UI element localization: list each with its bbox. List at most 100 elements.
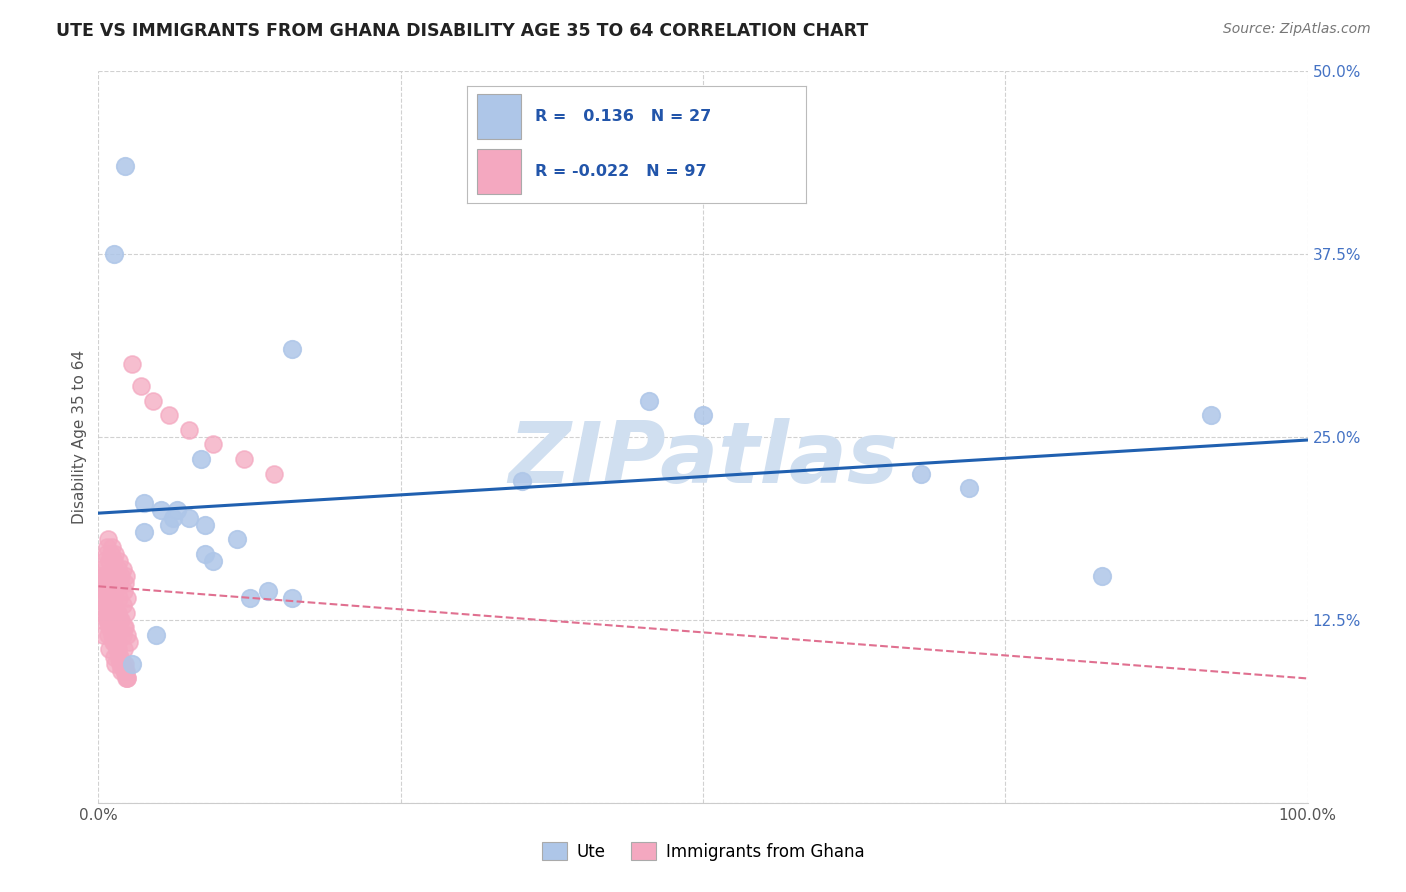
Point	[115, 606, 138, 620]
Point	[114, 620, 136, 634]
Point	[117, 672, 139, 686]
Point	[114, 664, 136, 678]
Point	[110, 657, 132, 671]
Point	[114, 576, 136, 591]
Point	[104, 547, 127, 561]
Point	[105, 620, 128, 634]
Point	[112, 583, 135, 598]
Point	[107, 606, 129, 620]
Point	[90, 606, 112, 620]
Point	[104, 583, 127, 598]
Point	[108, 576, 131, 591]
Point	[108, 554, 131, 568]
Point	[97, 569, 120, 583]
Text: Source: ZipAtlas.com: Source: ZipAtlas.com	[1223, 22, 1371, 37]
Point	[100, 606, 122, 620]
Point	[91, 583, 114, 598]
Point	[194, 547, 217, 561]
Point	[100, 540, 122, 554]
Point	[103, 599, 125, 613]
Point	[134, 496, 156, 510]
Point	[91, 562, 114, 576]
Point	[100, 620, 122, 634]
Point	[162, 510, 184, 524]
Point	[202, 437, 225, 451]
Point	[103, 247, 125, 261]
Point	[112, 664, 135, 678]
Point	[100, 627, 122, 641]
Point	[108, 649, 131, 664]
Point	[96, 613, 118, 627]
Point	[111, 657, 134, 671]
Point	[103, 635, 125, 649]
Point	[112, 642, 135, 657]
Point	[93, 583, 115, 598]
Point	[121, 657, 143, 671]
Point	[94, 547, 117, 561]
Point	[114, 657, 136, 671]
Y-axis label: Disability Age 35 to 64: Disability Age 35 to 64	[72, 350, 87, 524]
Legend: Ute, Immigrants from Ghana: Ute, Immigrants from Ghana	[536, 836, 870, 868]
Point	[101, 635, 124, 649]
Point	[114, 160, 136, 174]
Point	[157, 408, 180, 422]
Point	[101, 599, 124, 613]
Point	[94, 599, 117, 613]
Point	[129, 379, 152, 393]
Point	[96, 606, 118, 620]
Point	[100, 591, 122, 605]
Point	[115, 569, 138, 583]
Point	[142, 393, 165, 408]
Point	[112, 620, 135, 634]
Point	[115, 664, 138, 678]
Point	[104, 657, 127, 671]
Point	[281, 591, 304, 605]
Point	[226, 533, 249, 547]
Point	[91, 627, 114, 641]
Point	[190, 452, 212, 467]
Point	[117, 672, 139, 686]
Point	[111, 562, 134, 576]
Point	[145, 627, 167, 641]
Point	[194, 517, 217, 532]
Point	[117, 627, 139, 641]
Point	[108, 649, 131, 664]
Point	[150, 503, 173, 517]
Point	[179, 423, 201, 437]
Point	[104, 635, 127, 649]
Point	[91, 569, 114, 583]
Point	[232, 452, 254, 467]
Point	[91, 569, 114, 583]
Point	[107, 635, 129, 649]
Point	[110, 569, 132, 583]
Point	[957, 481, 980, 495]
Point	[510, 474, 533, 488]
Point	[281, 343, 304, 357]
Point	[179, 510, 201, 524]
Text: UTE VS IMMIGRANTS FROM GHANA DISABILITY AGE 35 TO 64 CORRELATION CHART: UTE VS IMMIGRANTS FROM GHANA DISABILITY …	[56, 22, 869, 40]
Point	[96, 540, 118, 554]
Point	[97, 533, 120, 547]
Point	[103, 649, 125, 664]
Point	[100, 576, 122, 591]
Point	[110, 664, 132, 678]
Point	[100, 547, 122, 561]
Point	[910, 467, 932, 481]
Point	[117, 591, 139, 605]
Point	[93, 591, 115, 605]
Point	[93, 554, 115, 568]
Point	[263, 467, 285, 481]
Point	[105, 569, 128, 583]
Point	[98, 554, 121, 568]
Point	[637, 393, 659, 408]
Text: ZIPatlas: ZIPatlas	[508, 417, 898, 500]
Point	[97, 613, 120, 627]
Point	[134, 525, 156, 540]
Point	[1199, 408, 1222, 422]
Point	[107, 562, 129, 576]
Point	[107, 642, 129, 657]
Point	[166, 503, 188, 517]
Point	[118, 635, 141, 649]
Point	[108, 657, 131, 671]
Point	[100, 620, 122, 634]
